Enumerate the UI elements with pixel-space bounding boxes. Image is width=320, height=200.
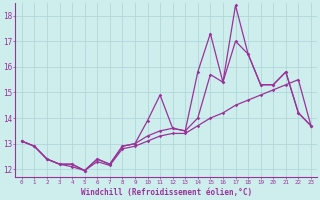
X-axis label: Windchill (Refroidissement éolien,°C): Windchill (Refroidissement éolien,°C)	[81, 188, 252, 197]
